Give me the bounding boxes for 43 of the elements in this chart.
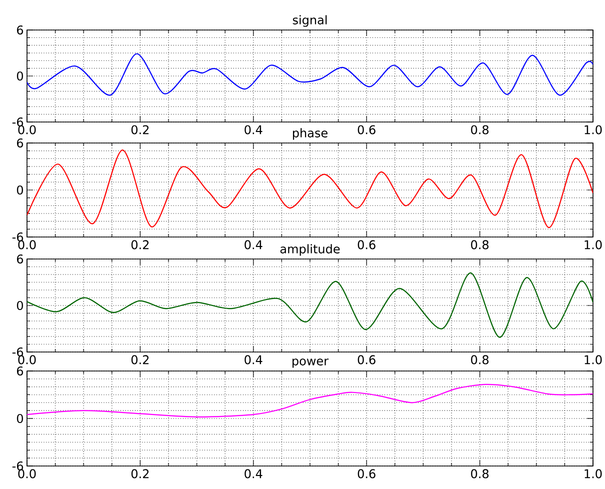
x-tick-label: 0.6 xyxy=(358,469,376,478)
x-tick-label: 0.4 xyxy=(244,469,262,478)
x-tick-label: 0.0 xyxy=(18,125,36,134)
y-tick-label: 0 xyxy=(16,414,24,424)
x-tick-label: 0.0 xyxy=(18,355,36,364)
x-tick-label: 0.8 xyxy=(471,355,489,364)
x-tick-label: 0.6 xyxy=(358,125,376,134)
line-series xyxy=(27,384,593,418)
x-tick-label: 0.6 xyxy=(358,355,376,364)
x-tick-label: 0.0 xyxy=(18,469,36,478)
x-tick-label: 0.8 xyxy=(471,125,489,134)
line-series xyxy=(27,272,593,338)
x-tick-label: 1.0 xyxy=(584,240,602,250)
chart-title: amplitude xyxy=(280,244,340,256)
x-tick-label: 0.4 xyxy=(244,355,262,364)
y-tick-label: 0 xyxy=(16,71,24,81)
line-series xyxy=(27,53,593,96)
x-tick-label: 0.0 xyxy=(18,240,36,250)
y-tick-label: -6 xyxy=(12,347,24,357)
y-tick-label: 6 xyxy=(17,25,24,35)
chart-title: phase xyxy=(292,128,328,140)
x-tick-label: 0.8 xyxy=(471,469,489,478)
x-tick-label: 0.4 xyxy=(244,125,262,134)
y-tick-label: -6 xyxy=(12,117,24,127)
x-tick-label: 0.2 xyxy=(131,469,149,478)
y-tick-label: 0 xyxy=(16,300,24,310)
y-tick-label: 6 xyxy=(17,138,24,148)
y-tick-label: -6 xyxy=(12,232,24,242)
chart-title: signal xyxy=(292,15,327,27)
x-tick-label: 0.4 xyxy=(244,240,262,250)
x-tick-label: 0.6 xyxy=(358,240,376,250)
x-tick-label: 1.0 xyxy=(584,469,602,478)
x-tick-label: 0.2 xyxy=(131,125,149,134)
x-tick-label: 0.2 xyxy=(131,355,149,364)
chart-title: power xyxy=(292,358,329,368)
y-tick-label: 6 xyxy=(17,254,24,264)
x-tick-label: 0.8 xyxy=(471,240,489,250)
x-tick-label: 1.0 xyxy=(584,355,602,364)
x-tick-label: 1.0 xyxy=(584,125,602,134)
y-tick-label: -6 xyxy=(12,461,24,471)
y-tick-label: 0 xyxy=(16,185,24,195)
y-tick-label: 6 xyxy=(17,366,24,376)
x-tick-label: 0.2 xyxy=(131,240,149,250)
